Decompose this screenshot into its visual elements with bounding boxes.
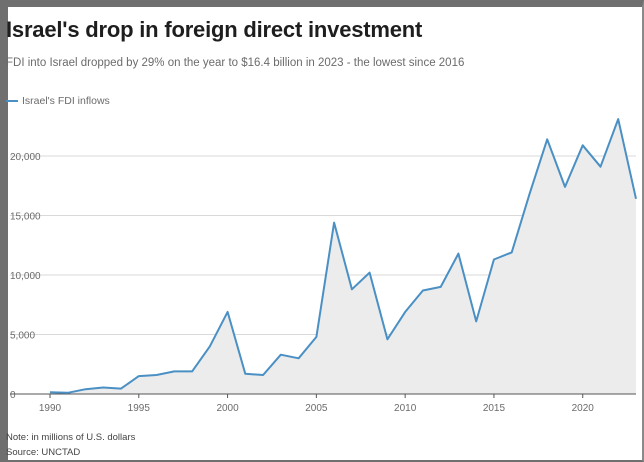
y-tick-label: 20,000: [10, 152, 41, 163]
x-tick-label: 2015: [483, 403, 506, 414]
y-tick-label: 0: [10, 390, 16, 401]
chart-title: Israel's drop in foreign direct investme…: [6, 17, 423, 42]
x-tick-label: 2010: [394, 403, 417, 414]
legend: Israel's FDI inflows: [6, 95, 110, 107]
x-tick-label: 2005: [305, 403, 328, 414]
y-tick-label: 5,000: [10, 331, 35, 342]
x-tick-label: 2020: [572, 403, 595, 414]
y-tick-label: 15,000: [10, 212, 41, 223]
legend-label: Israel's FDI inflows: [22, 95, 110, 107]
chart-source: Source: UNCTAD: [6, 447, 81, 458]
chart-note: Note: in millions of U.S. dollars: [6, 432, 136, 443]
y-tick-label: 10,000: [10, 271, 41, 282]
legend-line-swatch: [6, 100, 18, 102]
series-line: [49, 118, 637, 394]
x-tick-label: 1995: [128, 403, 151, 414]
x-tick-label: 1990: [39, 403, 62, 414]
chart-subtitle: FDI into Israel dropped by 29% on the ye…: [6, 57, 465, 69]
x-tick-label: 2000: [216, 403, 239, 414]
